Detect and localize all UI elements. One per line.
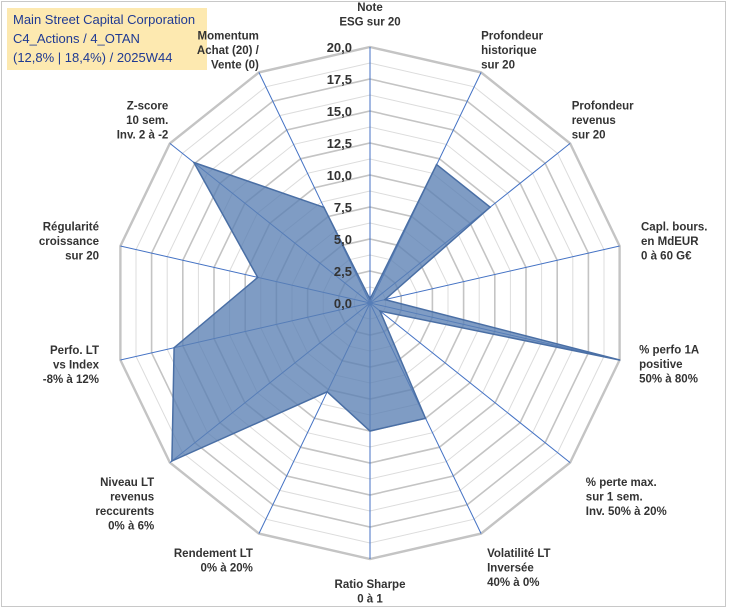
axis-label-line: reccurents [95, 506, 154, 518]
axis-label: Note ESG sur 20 [339, 2, 400, 29]
axis-label: Momentum Achat (20) / Vente (0) [197, 31, 260, 72]
axis-label-line: Capl. bours. [641, 221, 707, 233]
axis-label-line: % perfo 1A [639, 345, 699, 357]
axis-label-line: ESG sur 20 [339, 16, 400, 28]
series-point [369, 430, 371, 432]
axis-label-line: historique [481, 45, 537, 57]
axis-label-line: Ratio Sharpe [335, 579, 406, 591]
axis-label-line: vs Index [53, 360, 100, 372]
series-point [171, 460, 173, 462]
tick-label: 0,0 [334, 296, 352, 311]
axis-label-line: Inversée [487, 563, 534, 575]
axis-label-line: sur 20 [572, 130, 606, 142]
axis-label: Niveau LT revenus reccurents 0% à 6% [95, 477, 154, 533]
tick-label: 12,5 [327, 136, 352, 151]
axis-label-line: sur 1 sem. [586, 492, 643, 504]
axis-label-line: sur 20 [65, 250, 99, 262]
axis-label-line: revenus [572, 115, 616, 127]
axis-label: Perfo. LT vs Index -8% à 12% [43, 345, 100, 386]
series-point [379, 310, 381, 312]
series-point [193, 161, 195, 164]
axis-label-line: Momentum [198, 31, 259, 43]
axis-label-line: Inv. 2 à -2 [117, 130, 169, 142]
axis-label-line: % perte max. [586, 477, 657, 489]
series-point [384, 298, 386, 301]
series-point [369, 298, 371, 301]
axis-label-line: Z-score [127, 101, 169, 113]
axis-label: Régularité croissance sur 20 [39, 221, 99, 262]
tick-label: 2,5 [334, 264, 352, 279]
chart-stats: (12,8% | 18,4%) / 2025W44 [13, 50, 173, 65]
axis-label: Volatilité LT Inversée 40% à 0% [487, 548, 550, 589]
axis-label-line: -8% à 12% [43, 374, 99, 386]
axis-label-line: croissance [39, 236, 99, 248]
axis-label-line: Volatilité LT [487, 548, 550, 560]
axis-label: Capl. bours. en MdEUR 0 à 60 G€ [641, 221, 707, 262]
tick-label: 20,0 [327, 40, 352, 55]
axis-label-line: revenus [110, 492, 154, 504]
axis-label-line: Achat (20) / [197, 45, 260, 57]
axis-label-line: sur 20 [481, 60, 515, 72]
axis-label-line: Profondeur [481, 31, 543, 43]
axis-label-line: 0% à 6% [108, 521, 154, 533]
series-point [323, 206, 325, 209]
axis-label-line: 0% à 20% [200, 563, 252, 575]
axis-spoke [369, 245, 620, 304]
axis-label-line: Note [357, 2, 383, 14]
series-area [171, 161, 620, 463]
axis-label-line: 40% à 0% [487, 577, 539, 589]
axis-label-line: Inv. 50% à 20% [586, 506, 667, 518]
radar-tick-labels: 0,0 2,5 5,0 7,5 10,0 12,5 15,0 17,5 20,0 [327, 40, 352, 311]
radar-axis-labels: Note ESG sur 20 Profondeur historique sur 20… [39, 2, 708, 606]
axis-label-line: Niveau LT [100, 477, 154, 489]
radar-series [171, 161, 621, 463]
series-point [435, 163, 438, 166]
axis-label-line: positive [639, 359, 682, 371]
tick-label: 15,0 [327, 104, 352, 119]
axis-label-line: 0 à 1 [357, 593, 383, 605]
series-point [173, 346, 175, 349]
tick-label: 7,5 [334, 200, 352, 215]
chart-title-box: Main Street Capital Corporation C4_Actio… [7, 8, 207, 70]
series-point [618, 359, 621, 361]
axis-label: Ratio Sharpe 0 à 1 [335, 579, 406, 606]
axis-label-line: Vente (0) [211, 60, 259, 72]
series-point [489, 206, 491, 208]
axis-label: Z-score 10 sem. Inv. 2 à -2 [117, 101, 169, 142]
axis-label-line: en MdEUR [641, 236, 699, 248]
axis-label-line: Profondeur [572, 101, 634, 113]
axis-label-line: Régularité [43, 221, 99, 233]
series-point [326, 391, 329, 393]
chart-title: Main Street Capital Corporation [13, 12, 196, 27]
axis-label-line: Perfo. LT [50, 345, 99, 357]
axis-label: Profondeur historique sur 20 [481, 31, 543, 72]
tick-label: 10,0 [327, 168, 352, 183]
axis-label-line: 0 à 60 G€ [641, 250, 692, 262]
axis-label-line: Rendement LT [174, 548, 253, 560]
axis-spoke [369, 302, 571, 463]
tick-label: 5,0 [334, 232, 352, 247]
series-point [424, 417, 427, 420]
series-point [256, 276, 259, 279]
axis-label-line: 10 sem. [126, 115, 168, 127]
axis-label: % perfo 1A positive 50% à 80% [639, 345, 699, 386]
axis-label-line: 50% à 80% [639, 374, 698, 386]
axis-label: Rendement LT 0% à 20% [174, 548, 253, 575]
axis-label: Profondeur revenus sur 20 [572, 101, 634, 142]
chart-subtitle: C4_Actions / 4_OTAN [13, 31, 140, 46]
axis-label: % perte max. sur 1 sem. Inv. 50% à 20% [586, 477, 667, 518]
tick-label: 17,5 [327, 72, 352, 87]
